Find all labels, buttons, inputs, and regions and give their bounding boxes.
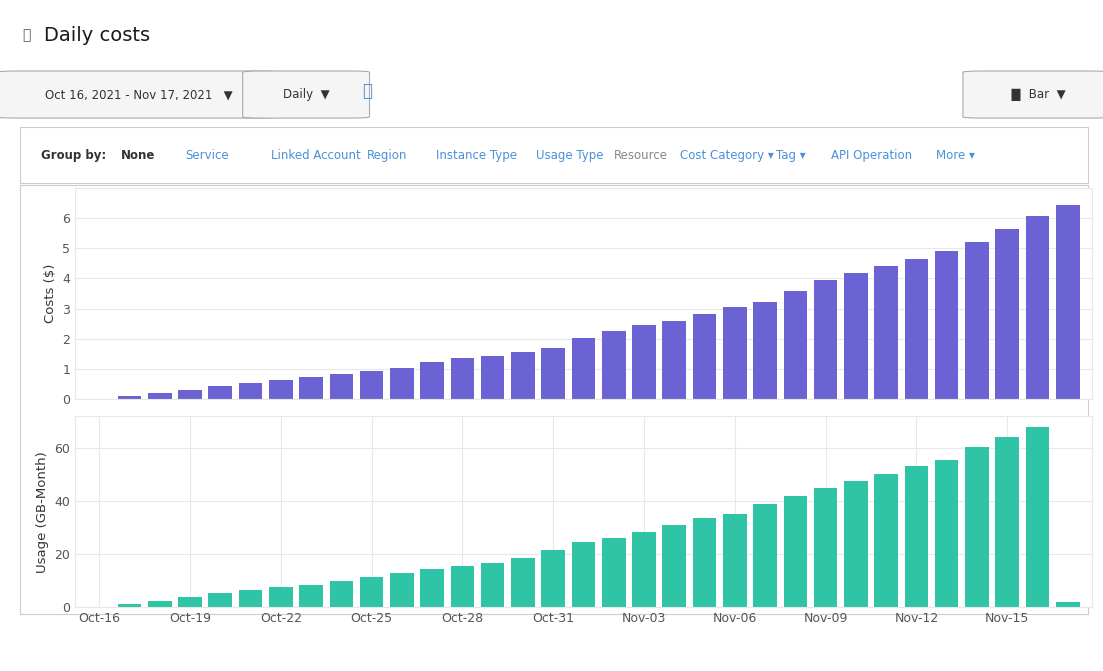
- Bar: [179, 390, 202, 399]
- FancyBboxPatch shape: [20, 127, 1088, 183]
- Bar: [632, 325, 656, 399]
- Bar: [238, 382, 263, 399]
- Bar: [571, 542, 596, 607]
- Bar: [724, 307, 747, 399]
- Text: Usage Type: Usage Type: [536, 148, 603, 162]
- Bar: [269, 380, 292, 399]
- Bar: [783, 291, 807, 399]
- Bar: [208, 386, 232, 399]
- Bar: [753, 302, 777, 399]
- Bar: [481, 356, 504, 399]
- Bar: [844, 481, 868, 607]
- Bar: [481, 564, 504, 607]
- Bar: [542, 348, 565, 399]
- Bar: [602, 331, 625, 399]
- Bar: [783, 496, 807, 607]
- Bar: [238, 590, 263, 607]
- Bar: [390, 368, 414, 399]
- Bar: [844, 273, 868, 399]
- Bar: [904, 466, 929, 607]
- FancyBboxPatch shape: [0, 71, 279, 118]
- Y-axis label: Costs ($): Costs ($): [44, 264, 56, 323]
- Bar: [420, 569, 443, 607]
- Bar: [360, 576, 384, 607]
- Bar: [632, 531, 656, 607]
- Text: Instance Type: Instance Type: [437, 148, 517, 162]
- Text: API Operation: API Operation: [832, 148, 912, 162]
- Bar: [330, 374, 353, 399]
- Text: ⓘ: ⓘ: [362, 82, 373, 100]
- Bar: [875, 474, 898, 607]
- Bar: [1056, 205, 1080, 399]
- Bar: [451, 358, 474, 399]
- Y-axis label: Usage (GB-Month): Usage (GB-Month): [35, 451, 49, 572]
- Bar: [390, 573, 414, 607]
- Bar: [693, 518, 716, 607]
- Bar: [148, 601, 172, 607]
- Bar: [542, 550, 565, 607]
- Bar: [511, 558, 535, 607]
- Bar: [420, 362, 443, 399]
- Text: Resource: Resource: [613, 148, 667, 162]
- Text: Region: Region: [367, 148, 407, 162]
- Text: Oct 16, 2021 - Nov 17, 2021   ▼: Oct 16, 2021 - Nov 17, 2021 ▼: [44, 88, 233, 101]
- Bar: [965, 447, 988, 607]
- Text: ▐▌ Bar  ▼: ▐▌ Bar ▼: [1007, 88, 1065, 101]
- Bar: [511, 352, 535, 399]
- Bar: [935, 460, 959, 607]
- Text: Tag ▾: Tag ▾: [775, 148, 805, 162]
- Text: Group by:: Group by:: [41, 148, 107, 162]
- Text: Daily  ▼: Daily ▼: [282, 88, 330, 101]
- Bar: [299, 584, 323, 607]
- Text: More ▾: More ▾: [936, 148, 975, 162]
- Bar: [299, 376, 323, 399]
- Bar: [179, 597, 202, 607]
- Bar: [753, 504, 777, 607]
- Bar: [1026, 427, 1049, 607]
- Text: None: None: [121, 148, 156, 162]
- Bar: [330, 580, 353, 607]
- Bar: [148, 393, 172, 399]
- Bar: [602, 538, 625, 607]
- Bar: [118, 396, 141, 399]
- Text: 🔒: 🔒: [22, 28, 31, 42]
- Bar: [269, 587, 292, 607]
- Text: Cost Category ▾: Cost Category ▾: [679, 148, 773, 162]
- Bar: [995, 437, 1019, 607]
- Bar: [875, 266, 898, 399]
- FancyBboxPatch shape: [243, 71, 370, 118]
- Bar: [360, 372, 384, 399]
- Text: Linked Account: Linked Account: [270, 148, 361, 162]
- Bar: [965, 242, 988, 399]
- Bar: [118, 604, 141, 607]
- Text: Service: Service: [185, 148, 229, 162]
- Text: Daily costs: Daily costs: [44, 25, 150, 44]
- Bar: [451, 566, 474, 607]
- Bar: [904, 259, 929, 399]
- Bar: [814, 488, 837, 607]
- Bar: [208, 592, 232, 607]
- Bar: [1026, 215, 1049, 399]
- Bar: [935, 251, 959, 399]
- Bar: [995, 229, 1019, 399]
- Bar: [663, 525, 686, 607]
- Bar: [1056, 602, 1080, 607]
- Bar: [724, 514, 747, 607]
- Bar: [663, 321, 686, 399]
- Bar: [571, 338, 596, 399]
- Bar: [814, 280, 837, 399]
- FancyBboxPatch shape: [963, 71, 1103, 118]
- Bar: [693, 314, 716, 399]
